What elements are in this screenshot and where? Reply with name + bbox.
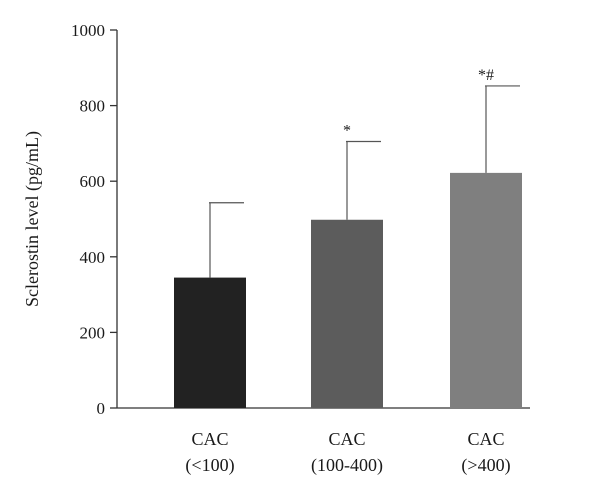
y-tick-label: 0 (97, 399, 106, 418)
x-category-label: CAC (328, 429, 365, 449)
x-category-sublabel: (100-400) (311, 455, 383, 476)
y-tick-label: 400 (80, 248, 106, 267)
y-axis-title: Sclerostin level (pg/mL) (22, 131, 43, 307)
significance-label: * (343, 123, 351, 140)
bar (450, 172, 522, 408)
axes: 0 200 400 600 800 1000 (71, 21, 530, 418)
error-bars (209, 85, 520, 278)
bars (174, 172, 522, 408)
y-tick-label: 600 (80, 172, 106, 191)
x-category-sublabel: (<100) (185, 455, 234, 476)
significance-markers: * *# (343, 67, 494, 140)
y-tick-label: 800 (80, 97, 106, 116)
y-tick-label: 200 (80, 323, 106, 342)
category-labels: CAC (<100) CAC (100-400) CAC (>400) (185, 429, 510, 476)
significance-label: *# (478, 67, 494, 84)
bar (174, 277, 246, 408)
bar (311, 219, 383, 408)
x-category-sublabel: (>400) (461, 455, 510, 476)
x-category-label: CAC (191, 429, 228, 449)
y-tick-label: 1000 (71, 21, 105, 40)
x-category-label: CAC (467, 429, 504, 449)
